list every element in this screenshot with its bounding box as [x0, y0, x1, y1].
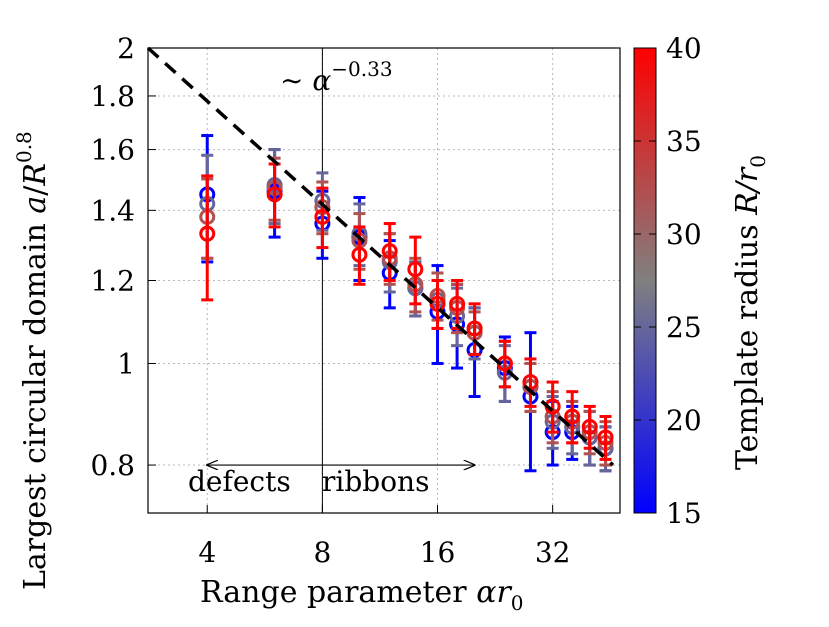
fit-annotation: ∼ α−0.33: [280, 57, 393, 97]
data-point: [407, 261, 424, 278]
y-tick-label: 1.4: [90, 194, 135, 227]
colorbar-label: Template radius R/r0: [730, 155, 770, 470]
x-axis-label: Range parameter αr0: [200, 575, 524, 615]
colorbar-tick-label: 15: [666, 497, 702, 530]
x-tick-label: 16: [420, 536, 456, 569]
data-point: [466, 320, 483, 337]
series-R15: [199, 134, 614, 473]
data-point: [381, 243, 398, 260]
x-ticks: 4 8 16 32: [198, 505, 570, 569]
data-point: [351, 246, 368, 263]
y-tick-label: 1: [117, 347, 135, 380]
ribbons-label: ribbons: [322, 465, 429, 498]
data-point: [564, 408, 581, 425]
colorbar-ticks: 15 20 25 30 35 40: [634, 32, 702, 530]
data-point: [199, 225, 216, 242]
fit-layer: [146, 46, 615, 467]
data-point: [597, 429, 614, 446]
series-layer: [199, 134, 614, 473]
colorbar-tick-label: 30: [666, 218, 702, 251]
x-tick-label: 4: [198, 536, 216, 569]
series-R32: [199, 156, 614, 467]
x-tick-label: 8: [313, 536, 331, 569]
x-tick-label: 32: [535, 536, 571, 569]
data-point: [314, 208, 331, 225]
data-point: [266, 186, 283, 203]
fit-line: [146, 46, 615, 467]
y-ticks: 0.8 1 1.2 1.4 1.6 1.8 2: [90, 32, 156, 482]
colorbar-tick-label: 35: [666, 125, 702, 158]
data-point: [449, 295, 466, 312]
y-axis-label: Largest circular domain a/R0.8: [12, 131, 53, 590]
defects-label: defects: [188, 465, 291, 498]
y-tick-label: 2: [117, 32, 135, 65]
colorbar-tick-label: 20: [666, 404, 702, 437]
colorbar-tick-label: 25: [666, 311, 702, 344]
colorbar-tick-label: 40: [666, 32, 702, 65]
y-tick-label: 0.8: [90, 449, 135, 482]
y-tick-label: 1.2: [90, 265, 135, 298]
data-point: [522, 374, 539, 391]
colorbar: [633, 47, 657, 514]
y-tick-label: 1.6: [90, 134, 135, 167]
data-point: [581, 418, 598, 435]
y-tick-label: 1.8: [90, 80, 135, 113]
guides: [207, 48, 474, 513]
